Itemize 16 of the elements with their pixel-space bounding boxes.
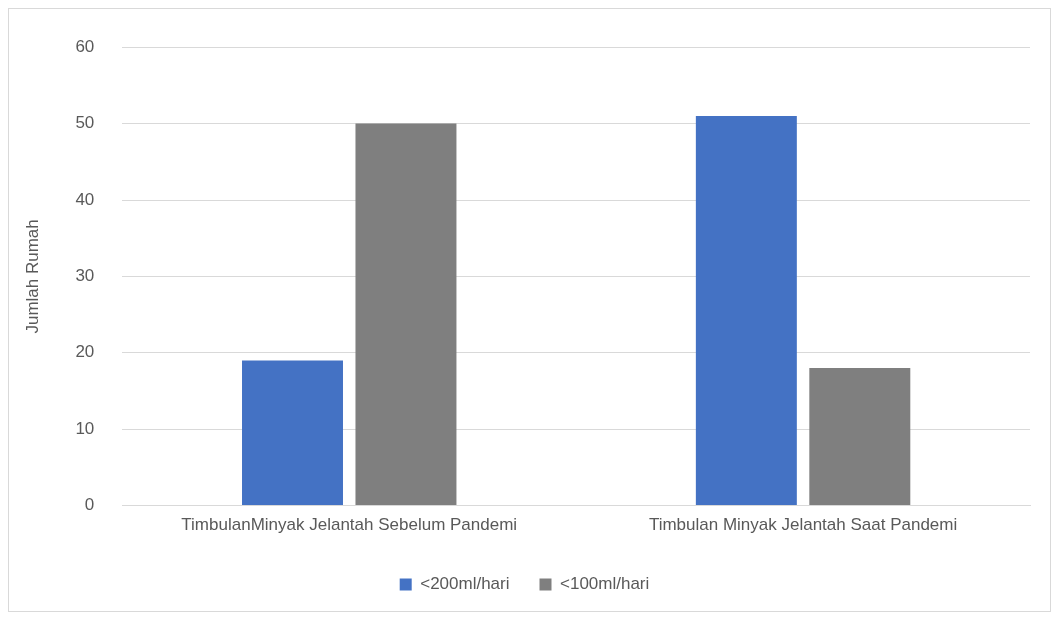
y-axis-title: Jumlah Rumah — [22, 219, 42, 334]
bar — [695, 115, 797, 506]
y-tick-label: 50 — [75, 113, 95, 133]
y-tick-label: 30 — [75, 266, 95, 286]
y-tick-label: 0 — [84, 495, 95, 515]
legend-label: <100ml/hari — [560, 574, 650, 594]
x-tick-label: Timbulan Minyak Jelantah Saat Pandemi — [648, 515, 958, 535]
bar — [242, 360, 343, 506]
legend-label: <200ml/hari — [420, 574, 510, 594]
bar — [355, 123, 457, 506]
x-tick-label: TimbulanMinyak Jelantah Sebelum Pandemi — [181, 515, 518, 535]
y-tick-label: 60 — [75, 36, 95, 56]
y-tick-label: 10 — [75, 418, 95, 438]
y-tick-label: 40 — [75, 189, 95, 209]
y-tick-label: 20 — [75, 342, 95, 362]
bar — [809, 368, 911, 506]
